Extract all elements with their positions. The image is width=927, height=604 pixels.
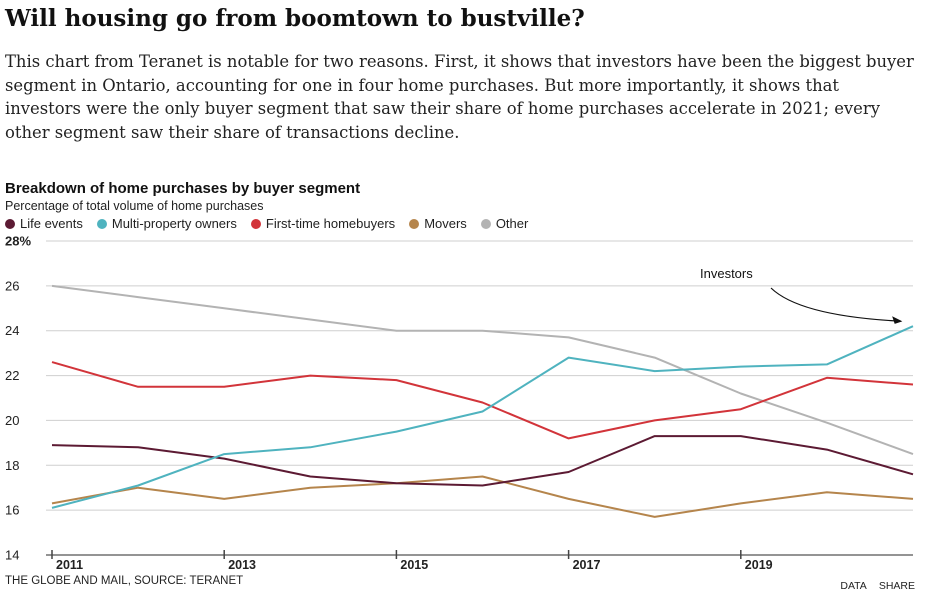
legend: Life events Multi-property owners First-…	[5, 216, 528, 231]
x-tick-label: 2011	[56, 558, 83, 572]
series-line-multi-property-owners	[51, 325, 914, 509]
y-tick-label: 14	[5, 548, 19, 563]
intro-paragraph: This chart from Teranet is notable for t…	[5, 52, 914, 142]
line-chart: 14 16 18 20 22 24 26 28% 2011 2013 2015 2017 2019 Inv…	[5, 234, 914, 572]
y-tick-label: 18	[5, 458, 19, 473]
legend-swatch-multi-property-owners	[96, 218, 107, 229]
legend-item-first-time-homebuyers: First-time homebuyers	[250, 216, 396, 231]
y-tick-label: 16	[5, 503, 19, 518]
chart-title: Breakdown of home purchases by buyer seg…	[5, 180, 361, 197]
legend-item-movers: Movers	[409, 216, 467, 231]
legend-label-first-time-homebuyers: First-time homebuyers	[265, 216, 396, 231]
series-line-other	[51, 284, 914, 456]
y-tick-label: 20	[5, 413, 19, 428]
y-tick-label: 28%	[5, 234, 31, 249]
x-tick-label: 2019	[745, 558, 773, 572]
annotation-arrowhead	[892, 316, 903, 324]
legend-item-other: Other	[480, 216, 529, 231]
y-tick-label: 24	[5, 323, 19, 338]
chart-subtitle: Percentage of total volume of home purch…	[5, 199, 264, 213]
source-credit: THE GLOBE AND MAIL, SOURCE: TERANET	[5, 575, 244, 587]
y-tick-label: 26	[5, 278, 19, 293]
legend-swatch-first-time-homebuyers	[250, 218, 261, 229]
legend-swatch-other	[480, 218, 491, 229]
legend-label-multi-property-owners: Multi-property owners	[111, 216, 237, 231]
x-tick-label: 2017	[573, 558, 601, 572]
legend-item-multi-property-owners: Multi-property owners	[96, 216, 237, 231]
legend-label-other: Other	[495, 216, 529, 231]
share-link[interactable]: SHARE	[878, 580, 915, 592]
y-tick-label: 22	[5, 368, 19, 383]
annotation-investors: Investors	[700, 266, 753, 281]
data-link[interactable]: DATA	[840, 580, 867, 592]
legend-label-movers: Movers	[424, 216, 467, 231]
series-line-movers	[51, 475, 914, 518]
legend-swatch-movers	[409, 218, 420, 229]
footer-links: DATA SHARE	[840, 580, 915, 592]
x-tick-label: 2013	[228, 558, 256, 572]
legend-swatch-life-events	[5, 218, 15, 229]
series-line-first-time-homebuyers	[51, 361, 914, 440]
headline: Will housing go from boomtown to bustvil…	[5, 5, 585, 32]
annotation-arrow	[770, 287, 902, 322]
legend-label-life-events: Life events	[20, 216, 83, 231]
series-line-life-events	[51, 435, 914, 487]
legend-item-life-events: Life events	[5, 216, 83, 231]
x-tick-label: 2015	[400, 558, 428, 572]
